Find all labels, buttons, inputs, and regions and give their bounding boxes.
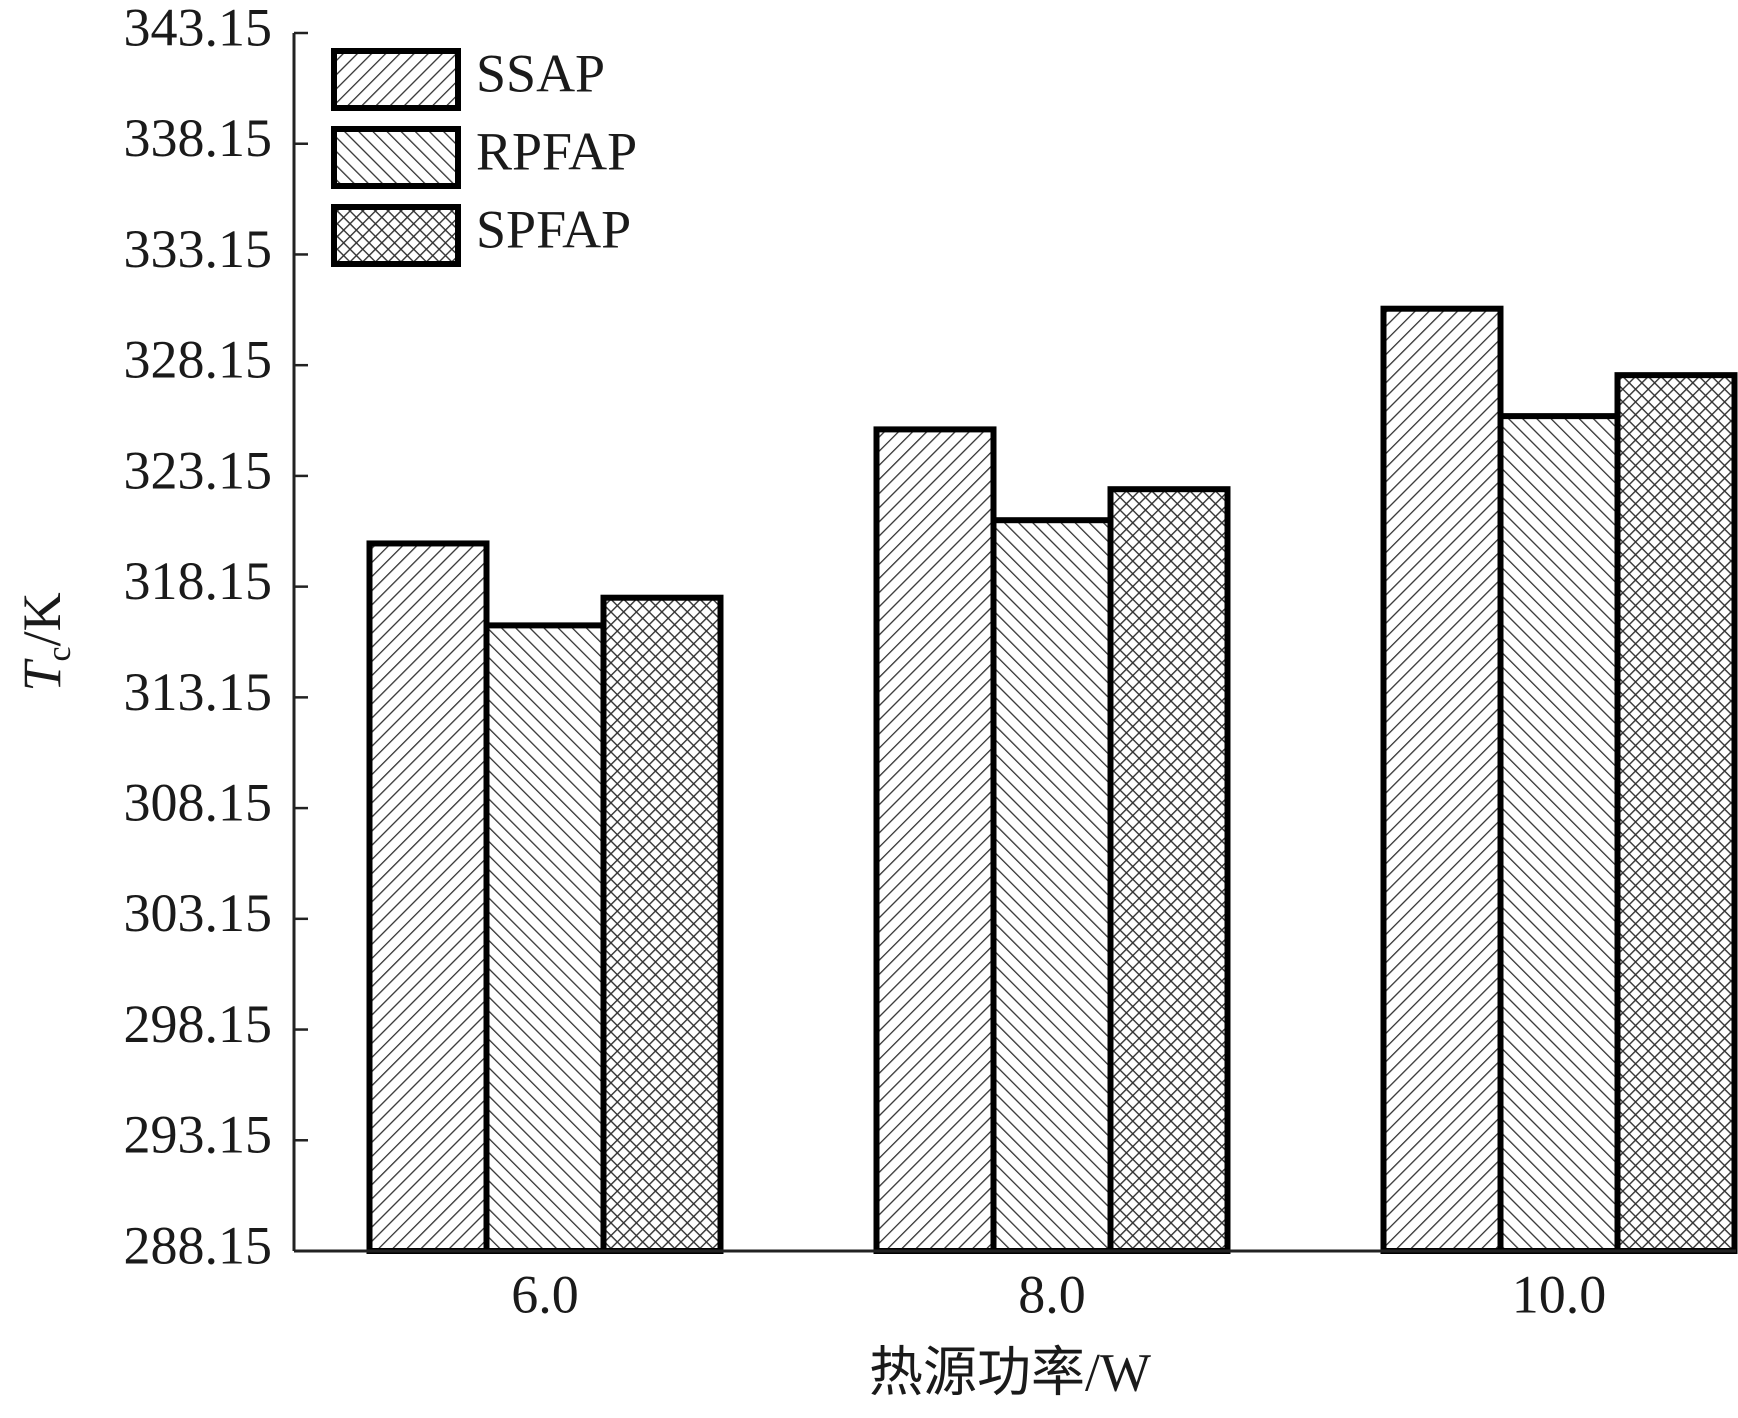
bar	[1614, 372, 1738, 1254]
x-tick-label: 10.0	[1512, 1264, 1607, 1324]
bar	[600, 594, 724, 1254]
y-label-subscript: c	[41, 646, 78, 661]
y-tick-label: 313.15	[124, 662, 273, 722]
y-axis-label: Tc/K	[12, 592, 77, 691]
y-tick-label: 343.15	[124, 0, 273, 57]
y-tick-label: 318.15	[124, 551, 273, 611]
legend-swatch	[331, 204, 461, 267]
legend-swatch	[331, 48, 461, 111]
y-tick-label: 288.15	[124, 1215, 273, 1275]
y-axis-title: Tc/K	[12, 592, 77, 691]
x-axis-title: 热源功率/W	[869, 1342, 1151, 1402]
y-tick-label: 323.15	[124, 440, 273, 500]
bar	[873, 426, 997, 1254]
y-tick-label: 338.15	[124, 108, 273, 168]
bar	[1380, 305, 1504, 1254]
legend-label: RPFAP	[476, 121, 637, 181]
y-label-unit: /K	[12, 592, 72, 646]
x-tick-label: 6.0	[511, 1264, 579, 1324]
bar	[366, 540, 490, 1254]
y-tick-label: 303.15	[124, 883, 273, 943]
y-tick-label: 328.15	[124, 330, 273, 390]
y-label-symbol: T	[12, 658, 72, 692]
x-tick-label: 8.0	[1018, 1264, 1086, 1324]
y-tick-label: 298.15	[124, 994, 273, 1054]
bar	[1107, 486, 1231, 1254]
y-tick-label: 293.15	[124, 1105, 273, 1165]
legend-label: SSAP	[476, 43, 605, 103]
y-tick-label: 333.15	[124, 219, 273, 279]
bar	[990, 517, 1114, 1254]
y-tick-label: 308.15	[124, 772, 273, 832]
x-axis-label: 热源功率/W	[869, 1342, 1151, 1402]
legend-label: SPFAP	[476, 199, 631, 259]
bar	[483, 622, 607, 1254]
bar	[1497, 413, 1621, 1254]
legend-swatch	[331, 126, 461, 189]
